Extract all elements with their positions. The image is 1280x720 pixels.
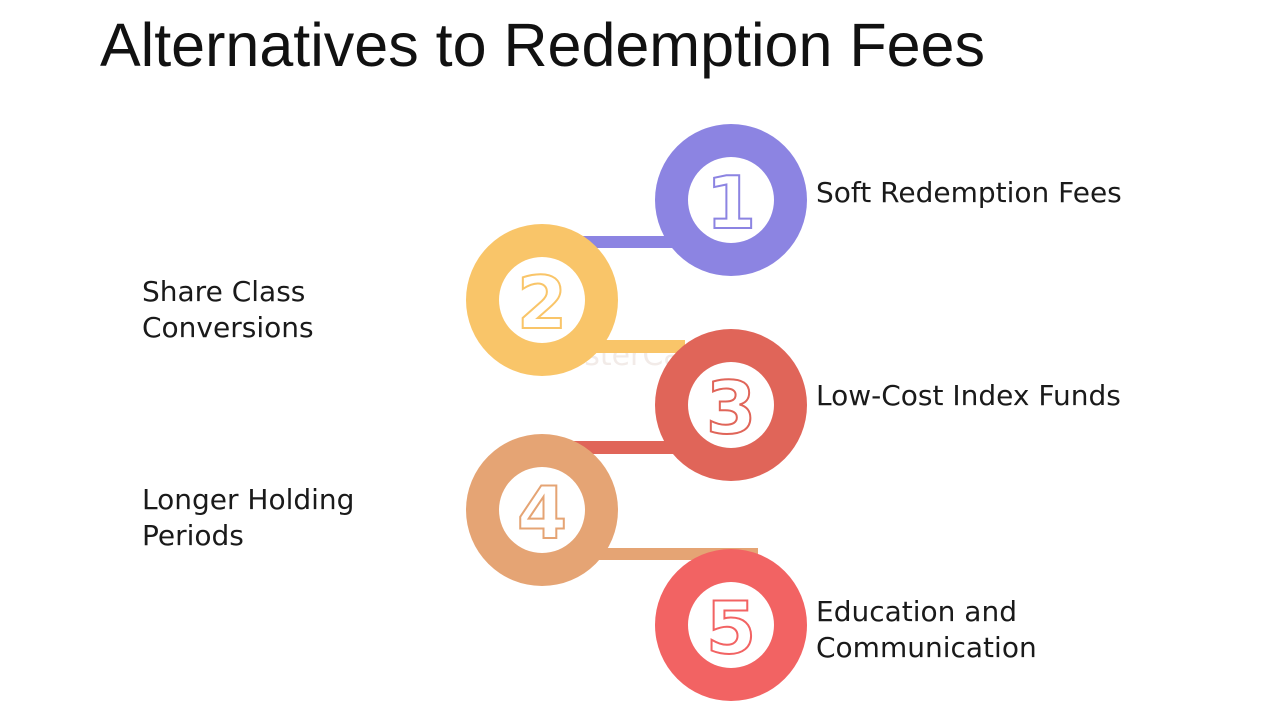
step-1-badge: 1 xyxy=(655,124,807,276)
step-3-label: Low-Cost Index Funds xyxy=(816,378,1121,414)
step-4-label: Longer Holding Periods xyxy=(142,482,354,554)
step-2-badge: 2 xyxy=(466,224,618,376)
step-5-number: 5 xyxy=(706,586,756,670)
step-4-inner xyxy=(499,467,585,553)
step-2-label-line-1: Share Class xyxy=(142,275,306,308)
step-2-inner xyxy=(499,257,585,343)
step-4-number: 4 xyxy=(517,471,567,555)
step-5-badge: 5 xyxy=(655,549,807,701)
step-1-label: Soft Redemption Fees xyxy=(816,175,1122,211)
step-5-label: Education and Communication xyxy=(816,594,1037,666)
step-4-label-line-1: Longer Holding xyxy=(142,483,355,516)
step-3-label-line-1: Low-Cost Index Funds xyxy=(816,379,1121,412)
step-3-badge: 3 xyxy=(655,329,807,481)
connector-3-4 xyxy=(560,441,685,454)
page-title: Alternatives to Redemption Fees xyxy=(100,11,985,79)
step-4-badge: 4 xyxy=(466,434,618,586)
step-5-label-line-2: Communication xyxy=(816,631,1037,664)
step-4-label-line-2: Periods xyxy=(142,519,244,552)
step-5-inner xyxy=(688,582,774,668)
step-2-label: Share Class Conversions xyxy=(142,274,314,346)
step-1-number: 1 xyxy=(706,161,756,245)
step-2-label-line-2: Conversions xyxy=(142,311,314,344)
step-1-label-line-1: Soft Redemption Fees xyxy=(816,176,1122,209)
step-1-inner xyxy=(688,157,774,243)
step-5-label-line-1: Education and xyxy=(816,595,1017,628)
step-2-number: 2 xyxy=(517,261,567,345)
step-3-number: 3 xyxy=(706,366,756,450)
step-3-inner xyxy=(688,362,774,448)
